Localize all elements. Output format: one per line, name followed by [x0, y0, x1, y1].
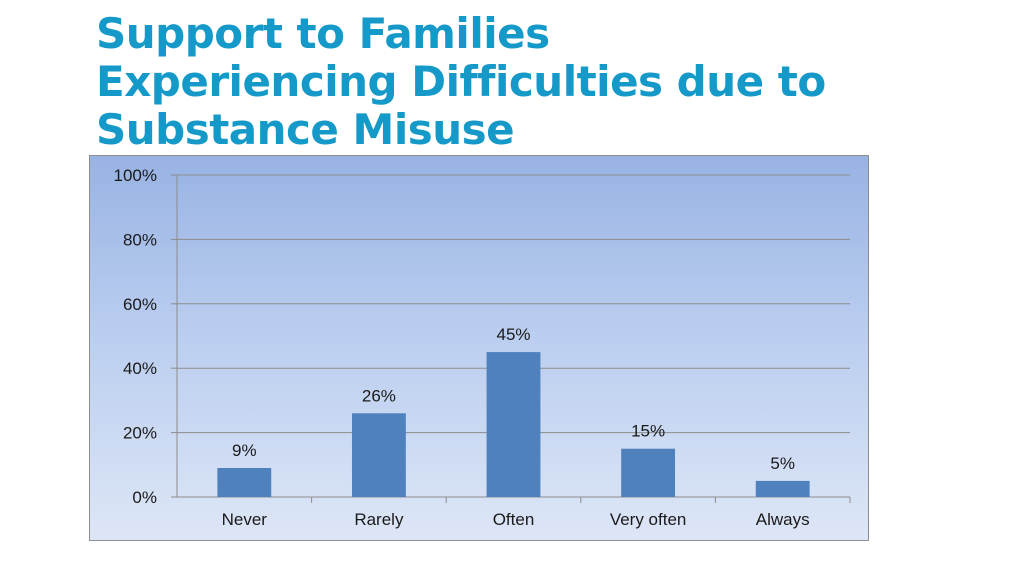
bar-never [217, 468, 272, 497]
title-line-2: Experiencing Difficulties due to [96, 57, 826, 106]
bar-rarely [351, 413, 406, 497]
bar-often [486, 352, 541, 497]
y-tick-labels: 0% 20% 40% 60% 80% 100% [114, 166, 157, 507]
y-tick-label: 80% [123, 230, 157, 249]
bar-chart-svg: 0% 20% 40% 60% 80% 100% 9% 26% 45% 15% 5% Never Ra… [114, 166, 851, 529]
y-tick-label: 20% [123, 424, 157, 443]
y-tick-label: 40% [123, 359, 157, 378]
category-label: Very often [610, 510, 687, 529]
data-label: 15% [631, 422, 665, 441]
category-label: Always [756, 510, 810, 529]
category-label: Never [222, 510, 268, 529]
bar-chart: 0% 20% 40% 60% 80% 100% 9% 26% 45% 15% 5% Never Ra… [89, 155, 869, 541]
y-tick-label: 0% [132, 488, 157, 507]
category-label: Rarely [354, 510, 404, 529]
title-line-3: Substance Misuse [96, 105, 515, 154]
y-tick-label: 100% [114, 166, 157, 185]
bar-very-often [621, 448, 676, 497]
data-label: 45% [496, 325, 530, 344]
data-label: 26% [362, 386, 396, 405]
gridlines [177, 174, 850, 434]
data-label: 5% [770, 454, 795, 473]
y-tick-label: 60% [123, 295, 157, 314]
title-line-1: Support to Families [96, 9, 550, 58]
category-labels: Never Rarely Often Very often Always [222, 510, 810, 529]
bar-always [755, 480, 810, 497]
data-label: 9% [232, 441, 257, 460]
category-label: Often [493, 510, 535, 529]
slide-title: Support to Families Experiencing Difficu… [96, 10, 996, 154]
bars [217, 352, 810, 497]
data-labels: 9% 26% 45% 15% 5% [232, 325, 795, 473]
